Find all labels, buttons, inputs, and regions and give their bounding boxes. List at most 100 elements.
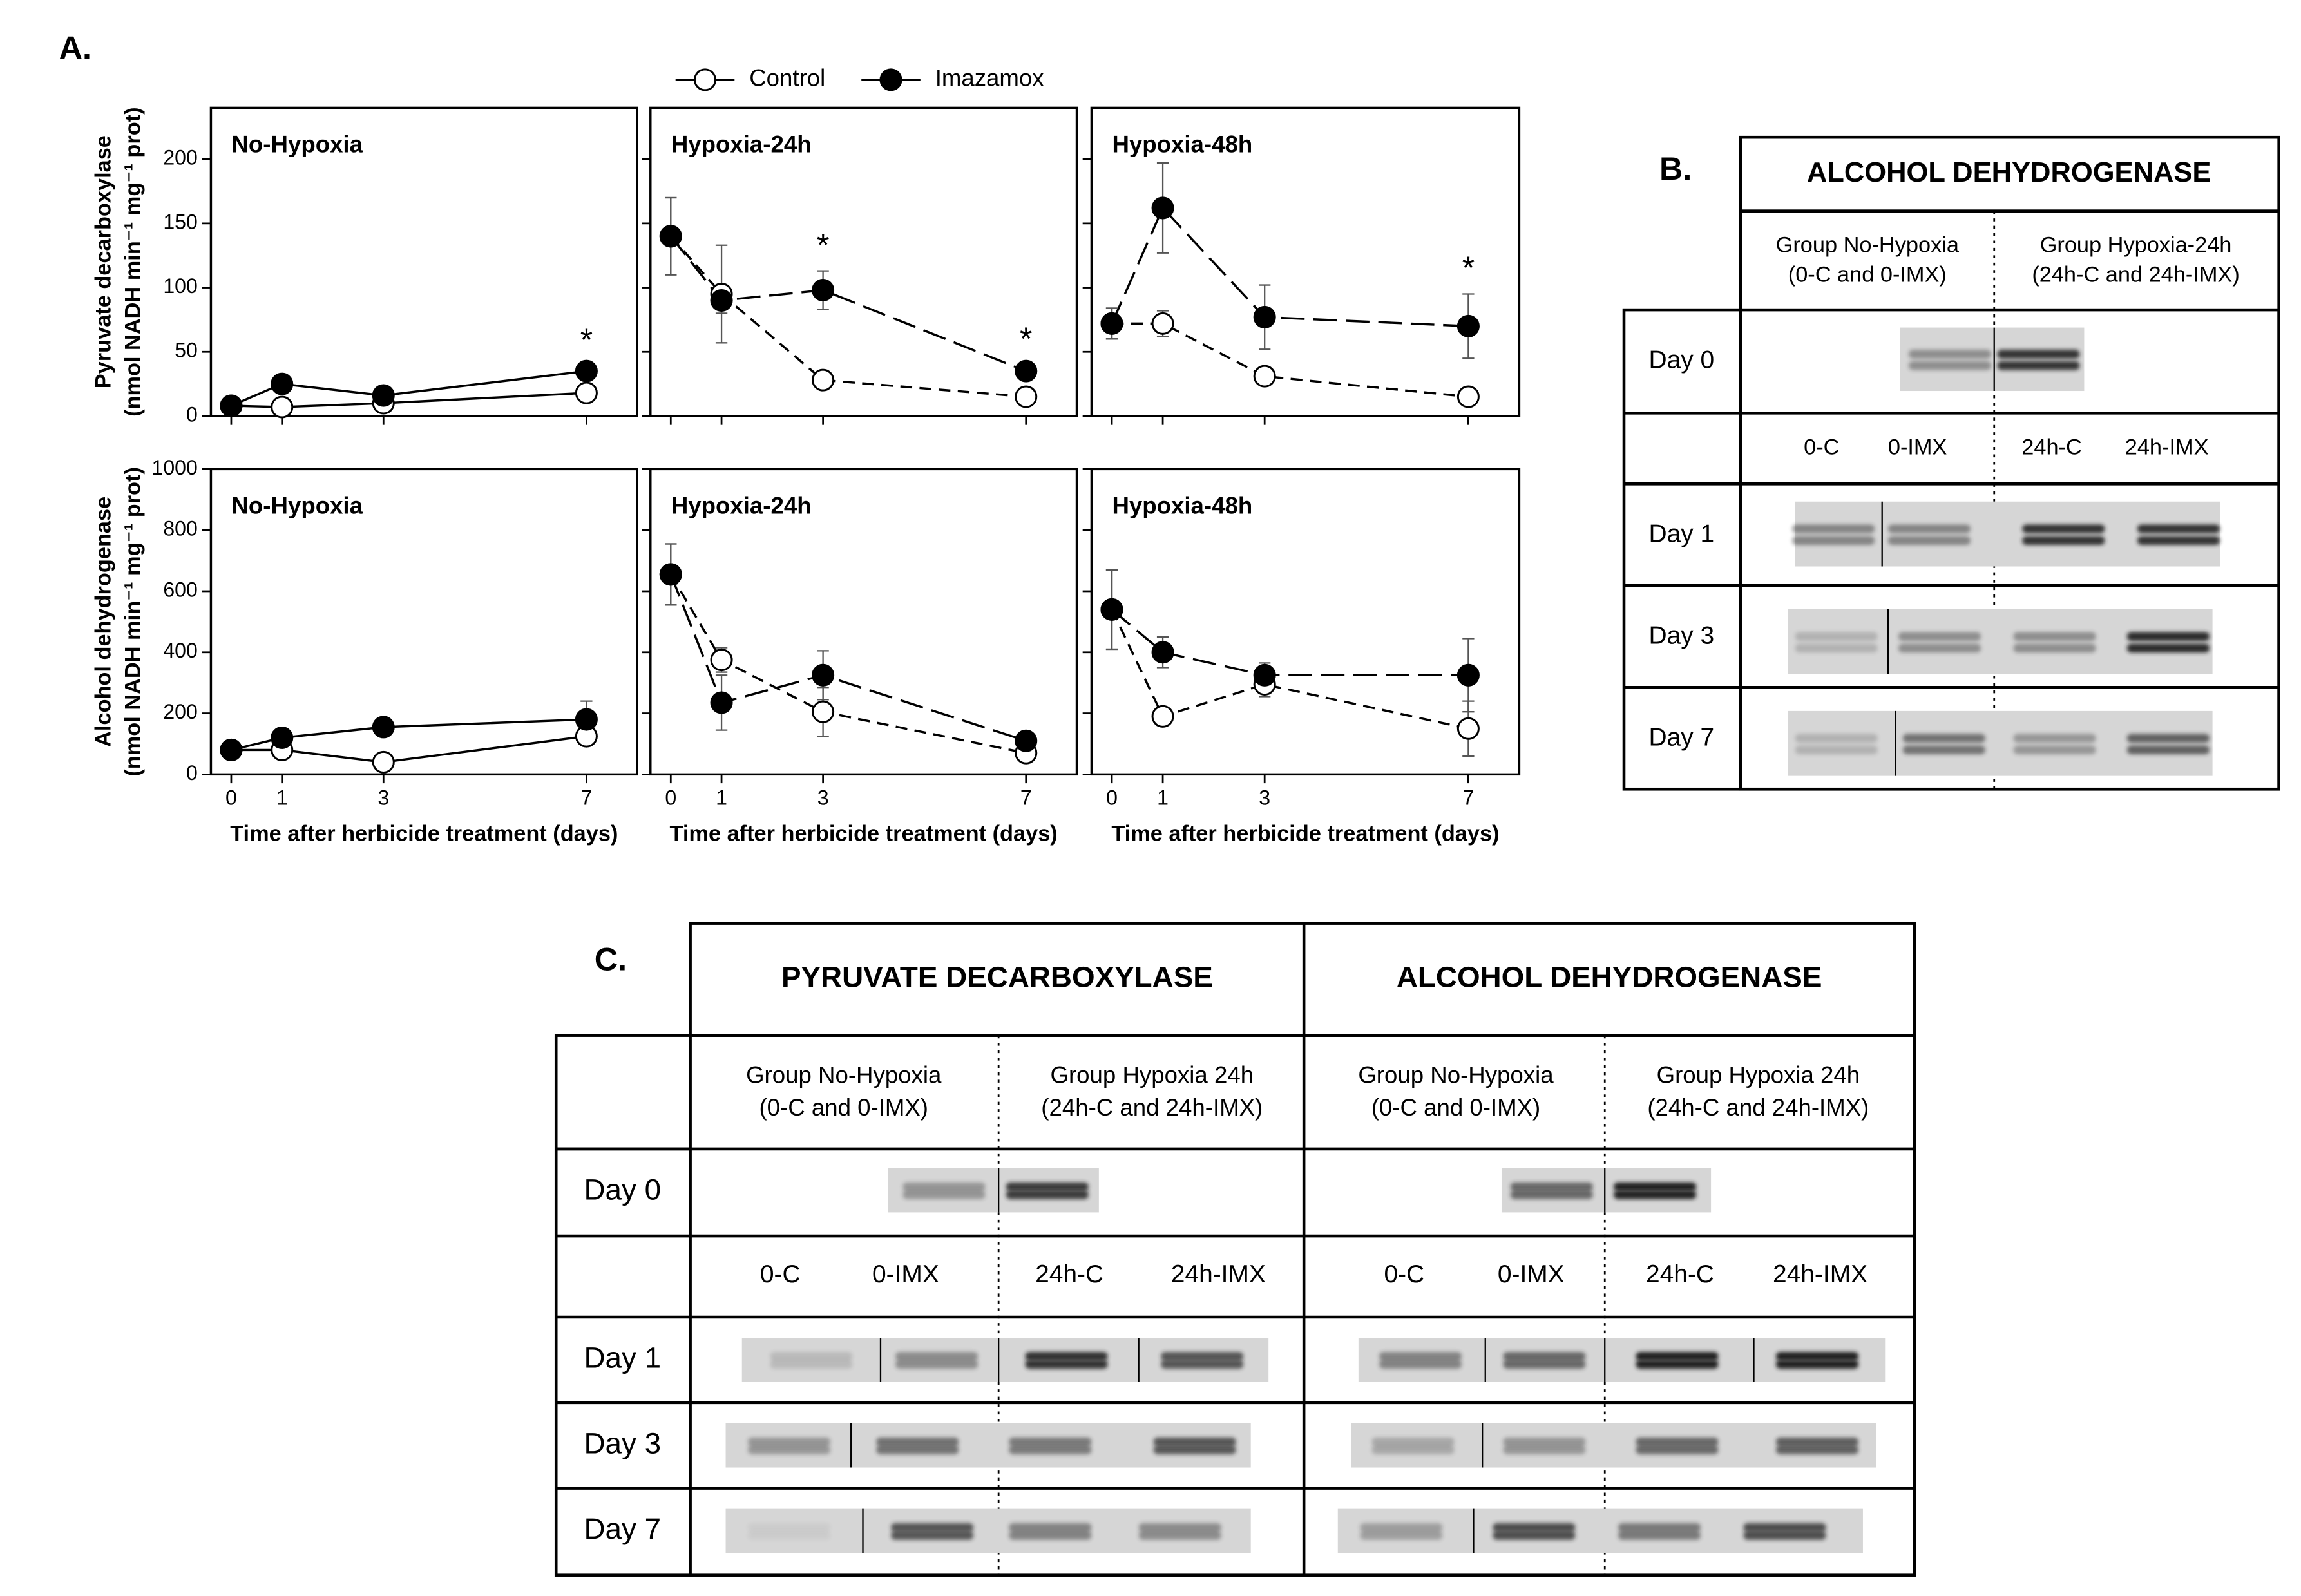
table-header: PYRUVATE DECARBOXYLASE bbox=[781, 961, 1213, 994]
chart-title: Hypoxia-48h bbox=[1112, 493, 1252, 519]
chart-title: No-Hypoxia bbox=[231, 131, 363, 158]
gel-band bbox=[747, 1523, 831, 1532]
x-tick-label: 0 bbox=[1106, 786, 1118, 810]
table-cell bbox=[1739, 209, 2280, 791]
gel-band bbox=[1887, 524, 1971, 533]
marker bbox=[575, 708, 598, 731]
group-label: Group No-Hypoxia bbox=[746, 1061, 942, 1088]
group-label: (24h-C and 24h-IMX) bbox=[2032, 263, 2239, 287]
gel-band bbox=[1138, 1531, 1221, 1540]
marker bbox=[1100, 312, 1123, 335]
group-label: (0-C and 0-IMX) bbox=[759, 1094, 928, 1121]
lane-label: 0-C bbox=[760, 1260, 801, 1288]
gel-band bbox=[902, 1182, 986, 1192]
gel-band bbox=[2126, 643, 2210, 653]
gel-band bbox=[1493, 1531, 1576, 1540]
row-label: Day 0 bbox=[1648, 347, 1714, 374]
marker bbox=[372, 716, 395, 739]
gel-band bbox=[1792, 536, 1875, 546]
y-tick-label: 800 bbox=[163, 517, 197, 540]
gel-strip bbox=[1795, 501, 2220, 567]
marker bbox=[1151, 196, 1174, 220]
gel-strip bbox=[1900, 327, 2085, 392]
gel-band bbox=[2013, 745, 2096, 755]
lane-label: 0-IMX bbox=[1498, 1260, 1565, 1288]
marker bbox=[812, 279, 835, 302]
series-line bbox=[669, 574, 1027, 742]
gel-band bbox=[1908, 361, 1992, 370]
row-label: Day 1 bbox=[1648, 520, 1714, 548]
marker bbox=[812, 663, 835, 687]
x-tick-label: 3 bbox=[817, 786, 829, 810]
series-line bbox=[231, 735, 587, 764]
marker bbox=[1456, 663, 1480, 687]
gel-band bbox=[1161, 1360, 1244, 1369]
gel-band bbox=[1795, 643, 1878, 653]
gel-band bbox=[1613, 1182, 1697, 1192]
series-line bbox=[669, 574, 1027, 754]
gel-band bbox=[1360, 1531, 1443, 1540]
gel-band bbox=[747, 1531, 831, 1540]
plot-frame bbox=[209, 468, 638, 776]
x-tick-label: 1 bbox=[716, 786, 727, 810]
y-tick-label: 100 bbox=[163, 274, 197, 298]
significance-mark: * bbox=[1020, 320, 1033, 357]
marker bbox=[1456, 314, 1480, 337]
marker bbox=[812, 368, 835, 392]
gel-strip bbox=[1788, 710, 2213, 776]
series-line bbox=[669, 235, 1026, 398]
gel-band bbox=[770, 1352, 853, 1361]
row-label: Day 0 bbox=[584, 1173, 661, 1206]
x-tick-label: 7 bbox=[1020, 786, 1032, 810]
gel-band bbox=[891, 1523, 974, 1532]
marker bbox=[1151, 641, 1174, 664]
lane-label: 24h-C bbox=[1035, 1260, 1103, 1288]
group-label: Group Hypoxia 24h bbox=[1657, 1061, 1860, 1088]
gel-band bbox=[902, 1190, 986, 1199]
gel-band bbox=[1898, 643, 1981, 653]
y-tick-label: 600 bbox=[163, 578, 197, 601]
x-axis-label: Time after herbicide treatment (days) bbox=[1111, 821, 1499, 846]
series-line bbox=[1111, 609, 1469, 730]
gel-band bbox=[2013, 643, 2096, 653]
y-tick-label: 1000 bbox=[152, 456, 198, 479]
marker bbox=[659, 225, 682, 248]
gel-band bbox=[1510, 1190, 1593, 1199]
panel-label: C. bbox=[595, 940, 627, 977]
gel-band bbox=[1138, 1523, 1221, 1532]
marker bbox=[220, 394, 243, 417]
gel-band bbox=[1795, 734, 1878, 743]
significance-mark: * bbox=[580, 321, 593, 358]
gel-band bbox=[2126, 632, 2210, 641]
row-label: Day 3 bbox=[1648, 622, 1714, 650]
marker bbox=[271, 395, 294, 419]
legend-label: Imazamox bbox=[935, 65, 1044, 91]
marker bbox=[271, 372, 294, 395]
marker bbox=[575, 359, 598, 383]
y-axis-label: (nmol NADH min⁻¹ mg⁻¹ prot) bbox=[120, 107, 145, 417]
gel-band bbox=[895, 1352, 979, 1361]
gel-band bbox=[1360, 1523, 1443, 1532]
x-tick-label: 7 bbox=[580, 786, 592, 810]
series-line bbox=[231, 718, 587, 752]
lane-label: 24h-IMX bbox=[2125, 435, 2209, 459]
y-axis-label: Alcohol dehydrogenase bbox=[91, 497, 116, 747]
lane-label: 24h-C bbox=[1646, 1260, 1714, 1288]
gel-band bbox=[1902, 745, 1985, 755]
gel-band bbox=[1908, 350, 1992, 359]
y-tick-label: 150 bbox=[163, 210, 197, 233]
gel-band bbox=[1493, 1523, 1576, 1532]
series-line bbox=[1111, 609, 1469, 677]
gel-band bbox=[1775, 1437, 1859, 1447]
y-tick-label: 400 bbox=[163, 639, 197, 662]
gel-band bbox=[1009, 1445, 1092, 1454]
chart-title: Hypoxia-24h bbox=[671, 493, 812, 519]
series-line bbox=[231, 392, 587, 408]
gel-band bbox=[1379, 1360, 1462, 1369]
gel-band bbox=[747, 1445, 831, 1454]
gel-band bbox=[1618, 1531, 1701, 1540]
marker bbox=[1015, 359, 1038, 383]
group-label: Group Hypoxia 24h bbox=[1051, 1061, 1254, 1088]
gel-band bbox=[747, 1437, 831, 1447]
series-line bbox=[1111, 205, 1469, 328]
